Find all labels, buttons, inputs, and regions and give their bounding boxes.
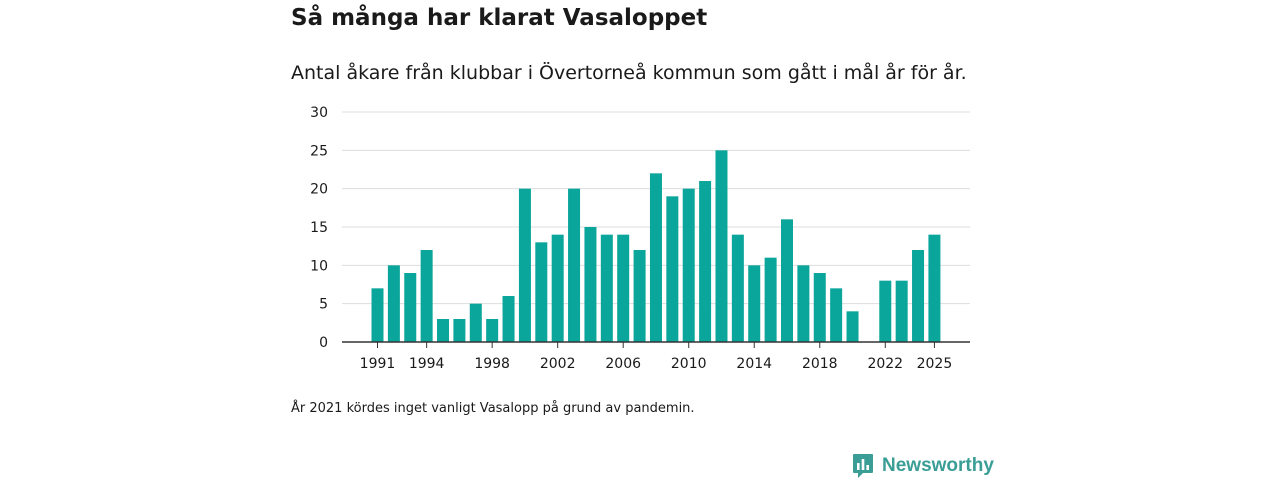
bar-1992 <box>387 265 400 342</box>
bar-2025 <box>928 234 941 342</box>
x-tick-label: 2018 <box>802 356 838 372</box>
bar-2018 <box>813 273 826 342</box>
bar-2017 <box>797 265 810 342</box>
footnote: År 2021 kördes inget vanligt Vasalopp på… <box>291 401 695 416</box>
bar-2000 <box>518 188 531 342</box>
y-tick-label: 5 <box>319 297 328 313</box>
bar-1999 <box>502 296 515 342</box>
newsworthy-logo-icon <box>853 454 873 478</box>
x-tick-label: 1998 <box>474 356 510 372</box>
bar-2001 <box>535 242 548 342</box>
chart-title: Så många har klarat Vasaloppet <box>291 5 708 31</box>
bar-2009 <box>666 196 679 342</box>
brand-name: Newsworthy <box>882 455 994 476</box>
y-tick-label: 25 <box>310 143 328 159</box>
bar-2005 <box>600 234 613 342</box>
bar-2012 <box>715 150 728 342</box>
x-tick-label: 2010 <box>671 356 707 372</box>
bar-2013 <box>731 234 744 342</box>
bar-2024 <box>912 250 925 342</box>
x-tick-label: 1991 <box>360 356 396 372</box>
bar-1994 <box>420 250 433 342</box>
brand-logo: Newsworthy <box>852 452 994 480</box>
bar-2011 <box>699 181 712 342</box>
bars <box>371 150 941 342</box>
bar-2014 <box>748 265 761 342</box>
chart-subtitle: Antal åkare från klubbar i Övertorneå ko… <box>291 62 967 84</box>
bar-2022 <box>879 280 892 342</box>
bar-1991 <box>371 288 384 342</box>
bar-2010 <box>682 188 695 342</box>
y-tick-label: 15 <box>310 220 328 236</box>
bar-2004 <box>584 227 597 342</box>
y-tick-label: 10 <box>310 258 328 274</box>
bar-2023 <box>895 280 908 342</box>
bar-2008 <box>649 173 662 342</box>
bar-1993 <box>404 273 417 342</box>
y-tick-label: 0 <box>319 335 328 351</box>
y-tick-label: 30 <box>310 105 328 121</box>
x-tick-label: 2025 <box>917 356 953 372</box>
bar-2003 <box>568 188 581 342</box>
x-tick-label: 2006 <box>605 356 641 372</box>
bar-1996 <box>453 319 466 342</box>
x-tick-label: 1994 <box>409 356 445 372</box>
bar-2019 <box>830 288 843 342</box>
bar-2020 <box>846 311 859 342</box>
bar-1995 <box>437 319 450 342</box>
x-tick-label: 2022 <box>867 356 903 372</box>
bar-2007 <box>633 250 646 342</box>
x-tick-label: 2002 <box>540 356 576 372</box>
y-tick-label: 20 <box>310 182 328 198</box>
bar-2002 <box>551 234 564 342</box>
bar-2016 <box>781 219 793 342</box>
bar-1998 <box>486 319 499 342</box>
bar-1997 <box>469 303 482 342</box>
bar-2006 <box>617 234 630 342</box>
bar-2015 <box>764 257 777 342</box>
x-tick-label: 2014 <box>736 356 772 372</box>
